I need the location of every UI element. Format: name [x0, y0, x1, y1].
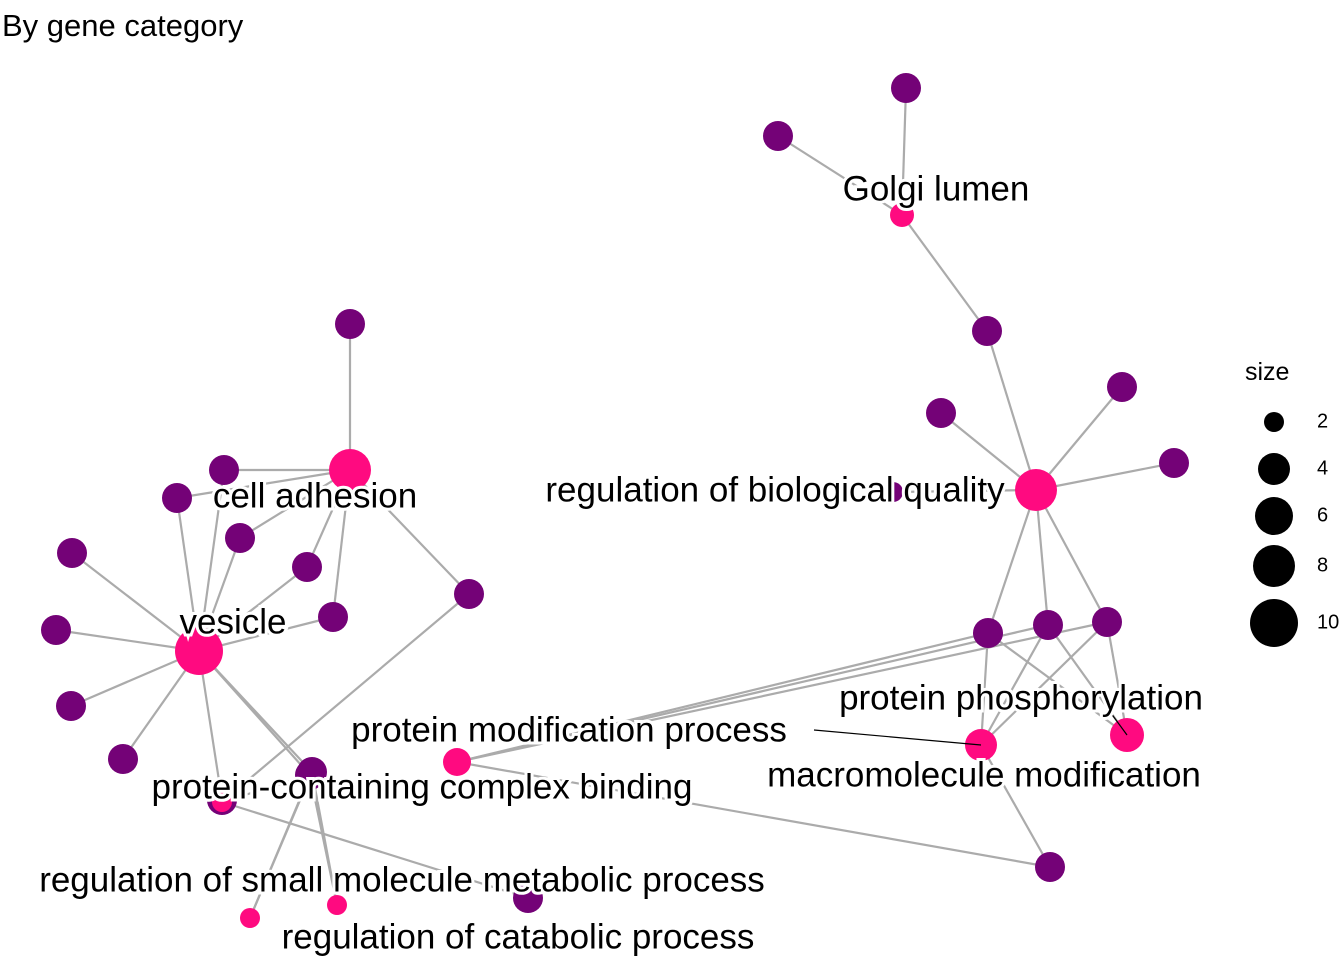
gene-node-g2 — [891, 73, 921, 103]
category-label-pcb: protein-containing complex binding — [152, 767, 693, 806]
legend-point-2 — [1264, 412, 1284, 432]
edge-mm-g8 — [979, 632, 990, 746]
edge-cell_adh-g15 — [239, 469, 351, 539]
gene-node-g3 — [972, 316, 1002, 346]
category-label-pmp: protein modification process — [351, 710, 787, 749]
edge-vesicle-g13 — [197, 469, 226, 652]
edge-vesicle-g18 — [71, 552, 200, 652]
gene-node-g14 — [162, 483, 192, 513]
legend-title: size — [1245, 358, 1289, 386]
edge-rbq-g7 — [892, 488, 1037, 494]
gene-node-g8 — [973, 618, 1003, 648]
edge-cell_adh-g17 — [331, 469, 352, 618]
category-node-vesicle — [175, 627, 223, 675]
category-label-rcp: regulation of catabolic process — [282, 917, 755, 956]
edge-vesicle-g19 — [55, 628, 200, 653]
edge-rbq-g10 — [1035, 489, 1108, 623]
gene-node-g15 — [225, 523, 255, 553]
edge-pmp-g11 — [456, 760, 1051, 869]
edge-vesicle-g24 — [198, 650, 313, 773]
edge-vesicle-g22 — [197, 650, 224, 801]
legend: size 2 4 6 8 10 — [1245, 358, 1339, 647]
edge-mm-g10 — [980, 621, 1108, 746]
category-label-mm: macromolecule modification — [767, 755, 1201, 794]
edge-pmp-g9 — [456, 623, 1049, 764]
category-label-vesicle: vesicle — [180, 602, 287, 641]
gene-node-g19 — [41, 615, 71, 645]
gene-node-g24 — [297, 757, 327, 787]
edge-pphos-g10 — [1105, 621, 1129, 736]
edge-vesicle-g14 — [175, 497, 201, 652]
category-node-pmp — [443, 748, 471, 776]
edge-mm-g9 — [980, 624, 1049, 746]
edge-golgi-g1 — [777, 135, 903, 216]
edge-rsmmp-g23 — [248, 774, 312, 919]
legend-label-10: 10 — [1317, 611, 1339, 633]
label-leader-pphos — [1104, 704, 1128, 736]
gene-node-g7 — [883, 482, 903, 502]
category-label-rbq: regulation of biological quality — [545, 470, 1005, 509]
edge-rbq-g6 — [1035, 461, 1175, 492]
edge-golgi-g3 — [901, 214, 988, 332]
gene-node-g1 — [763, 121, 793, 151]
legend-point-8 — [1253, 545, 1295, 587]
gene-node-g13 — [209, 455, 239, 485]
edge-rbq-g3 — [985, 330, 1038, 491]
edge-rbq-g8 — [986, 489, 1038, 634]
category-node-rbq — [1015, 469, 1057, 511]
category-node-cell_adh — [329, 449, 371, 491]
category-node-rsmmp — [240, 908, 260, 928]
legend-label-8: 8 — [1317, 554, 1328, 576]
gene-node-g27 — [513, 883, 543, 913]
category-node-rcp — [327, 895, 347, 915]
edge-pmp-g10 — [456, 620, 1108, 764]
edges — [55, 87, 1175, 919]
gene-node-g16 — [292, 552, 322, 582]
legend-point-10 — [1250, 599, 1298, 647]
gene-node-g26 — [454, 579, 484, 609]
edge-golgi-g2 — [900, 87, 908, 216]
edge-pcb-g27 — [221, 800, 529, 900]
edge-rcp-g23 — [308, 774, 339, 906]
gene-node-g17 — [318, 602, 348, 632]
edge-cell_adh-g14 — [176, 468, 351, 500]
gene-node-g12 — [335, 309, 365, 339]
gene-node-g20 — [56, 691, 86, 721]
edge-rbq-g9 — [1034, 489, 1050, 626]
edge-cell_adh-g26 — [349, 469, 470, 595]
category-node-golgi — [890, 203, 914, 227]
category-label-rsmmp: regulation of small molecule metabolic p… — [39, 860, 765, 899]
category-label-pphos: protein phosphorylation — [839, 678, 1203, 717]
category-label-cell_adh: cell adhesion — [213, 476, 417, 515]
category-label-golgi: Golgi lumen — [843, 169, 1030, 208]
legend-point-6 — [1255, 497, 1293, 535]
gene-node-g10 — [1092, 607, 1122, 637]
gene-node-g5 — [1107, 372, 1137, 402]
legend-label-4: 4 — [1317, 457, 1328, 479]
edge-mm-g11 — [980, 744, 1051, 868]
nodes — [41, 73, 1189, 928]
legend-label-6: 6 — [1317, 504, 1328, 526]
legend-point-4 — [1258, 453, 1290, 485]
gene-node-g6 — [1159, 448, 1189, 478]
legend-label-2: 2 — [1317, 410, 1328, 432]
edge-pphos-g8 — [987, 632, 1128, 736]
edge-rbq-g5 — [1035, 386, 1123, 491]
gene-node-g18 — [57, 538, 87, 568]
chart-title: By gene category — [2, 8, 244, 43]
gene-node-g21 — [108, 744, 138, 774]
category-node-pcb — [212, 792, 232, 812]
gene-node-g9 — [1033, 610, 1063, 640]
label-leader-mm — [813, 729, 982, 746]
gene-node-g11 — [1035, 852, 1065, 882]
edge-pcb-g26 — [221, 593, 470, 803]
gene-node-g4 — [926, 398, 956, 428]
labels: Golgi lumen regulation of biological qual… — [36, 166, 1206, 959]
